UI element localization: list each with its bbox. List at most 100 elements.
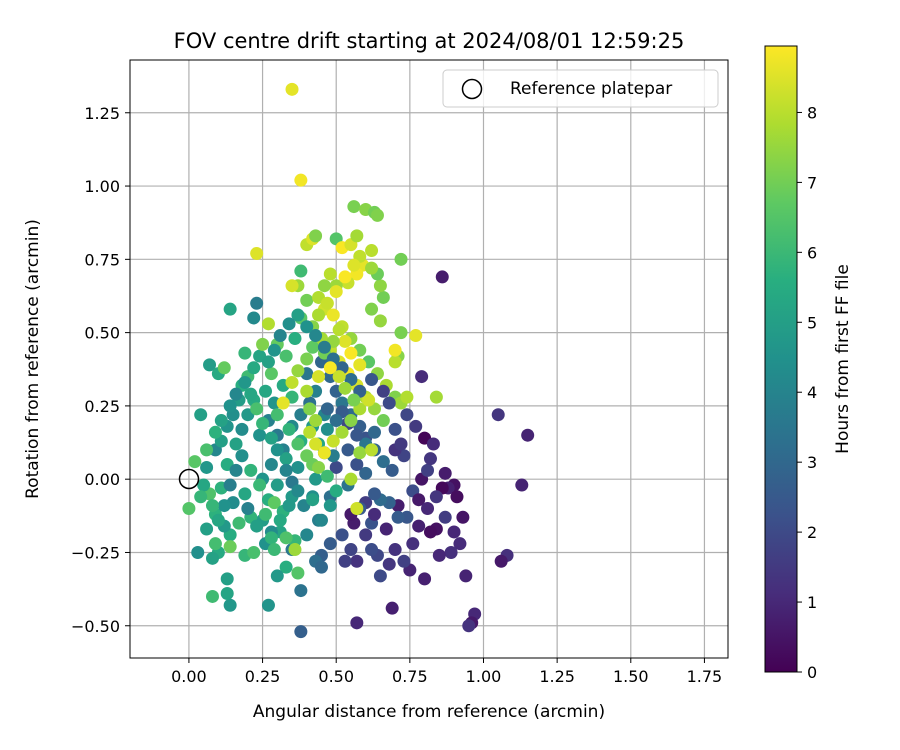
y-tick-label: 0.25: [84, 397, 120, 416]
scatter-point: [359, 466, 373, 480]
scatter-point: [385, 601, 399, 615]
x-axis-label: Angular distance from reference (arcmin): [253, 702, 605, 722]
scatter-point: [397, 554, 411, 568]
scatter-point: [409, 419, 423, 433]
scatter-point: [303, 402, 317, 416]
scatter-point: [329, 484, 343, 498]
scatter-point: [323, 499, 337, 513]
scatter-point: [273, 513, 287, 527]
scatter-point: [300, 352, 314, 366]
scatter-point: [388, 543, 402, 557]
chart-title: FOV centre drift starting at 2024/08/01 …: [174, 29, 685, 53]
scatter-point: [205, 551, 219, 565]
scatter-point: [291, 308, 305, 322]
scatter-point: [320, 296, 334, 310]
scatter-point: [370, 208, 384, 222]
x-axis-ticks: 0.00 0.25 0.50 0.75 1.00 1.25 1.50 1.75: [171, 658, 722, 686]
scatter-point: [309, 437, 323, 451]
scatter-point: [282, 422, 296, 436]
legend-box: [442, 69, 719, 108]
scatter-point: [368, 507, 382, 521]
scatter-point: [353, 446, 367, 460]
scatter-point: [235, 449, 249, 463]
scatter-point: [264, 531, 278, 545]
scatter-point: [203, 358, 217, 372]
scatter-point: [220, 572, 234, 586]
scatter-point: [309, 472, 323, 486]
colorbar-tick-label: 3: [807, 453, 817, 472]
scatter-point: [267, 343, 281, 357]
scatter-point: [229, 437, 243, 451]
scatter-point: [250, 296, 264, 310]
scatter-point: [350, 229, 364, 243]
scatter-point: [317, 340, 331, 354]
x-tick-label: 1.25: [539, 667, 575, 686]
scatter-point: [309, 229, 323, 243]
scatter-point: [394, 437, 408, 451]
scatter-point: [300, 528, 314, 542]
scatter-point: [447, 525, 461, 539]
scatter-point: [309, 414, 323, 428]
scatter-point: [376, 414, 390, 428]
scatter-point: [303, 425, 317, 439]
scatter-point: [362, 393, 376, 407]
scatter-point: [300, 384, 314, 398]
scatter-point: [270, 443, 284, 457]
scatter-point: [253, 478, 267, 492]
scatter-point: [421, 463, 435, 477]
y-axis-label: Rotation from reference (arcmin): [23, 219, 43, 499]
y-tick-label: 1.00: [84, 177, 120, 196]
scatter-point: [238, 487, 252, 501]
scatter-point: [288, 543, 302, 557]
scatter-point: [267, 496, 281, 510]
grid-lines: [130, 60, 728, 658]
scatter-point: [341, 443, 355, 457]
scatter-point: [223, 399, 237, 413]
scatter-point: [444, 545, 458, 559]
scatter-point: [423, 525, 437, 539]
scatter-point: [350, 428, 364, 442]
scatter-point: [373, 314, 387, 328]
scatter-point: [332, 370, 346, 384]
scatter-point: [309, 329, 323, 343]
scatter-point: [259, 507, 273, 521]
colorbar-gradient: [764, 45, 798, 673]
scatter-point: [426, 437, 440, 451]
scatter-point: [388, 422, 402, 436]
scatter-point: [317, 279, 331, 293]
scatter-point: [217, 361, 231, 375]
y-tick-label: −0.25: [71, 543, 120, 562]
scatter-point: [261, 598, 275, 612]
scatter-point: [335, 528, 349, 542]
scatter-point: [320, 402, 334, 416]
scatter-point: [191, 545, 205, 559]
scatter-point: [250, 402, 264, 416]
scatter-point: [223, 302, 237, 316]
scatter-point: [247, 545, 261, 559]
scatter-point: [300, 293, 314, 307]
x-tick-label: 0.75: [392, 667, 428, 686]
scatter-point: [291, 484, 305, 498]
scatter-point: [285, 375, 299, 389]
scatter-point: [326, 434, 340, 448]
scatter-point: [197, 478, 211, 492]
scatter-point: [282, 499, 296, 513]
scatter-point: [359, 528, 373, 542]
colorbar: 0 1 2 3 4 5 6 7 8 Hours from first FF file: [764, 45, 853, 682]
scatter-point: [306, 340, 320, 354]
scatter-point: [365, 373, 379, 387]
scatter-point: [365, 244, 379, 258]
scatter-point: [229, 463, 243, 477]
scatter-point: [388, 343, 402, 357]
scatter-point: [347, 393, 361, 407]
scatter-point: [406, 537, 420, 551]
y-tick-label: 0.75: [84, 250, 120, 269]
colorbar-tick-label: 4: [807, 383, 817, 402]
scatter-point: [306, 493, 320, 507]
y-tick-label: −0.50: [71, 617, 120, 636]
scatter-point: [412, 519, 426, 533]
scatter-point: [232, 516, 246, 530]
scatter-point: [423, 452, 437, 466]
scatter-point: [376, 384, 390, 398]
scatter-point: [338, 381, 352, 395]
